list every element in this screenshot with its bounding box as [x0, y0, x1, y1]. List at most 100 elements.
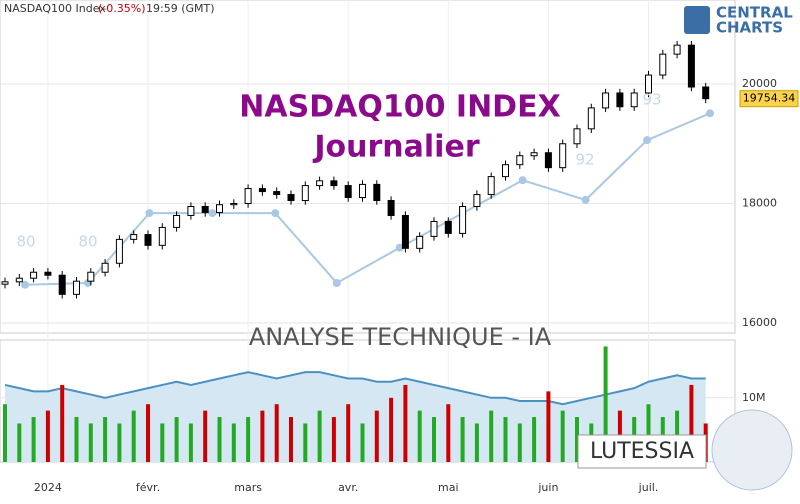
- candle-body: [301, 185, 309, 202]
- candle-body: [502, 164, 509, 178]
- volume-bar: [174, 417, 179, 462]
- avatar: [711, 409, 793, 491]
- candle-body: [344, 185, 352, 199]
- candle-body: [144, 234, 152, 246]
- volume-bar: [146, 404, 150, 462]
- brand-box: [577, 434, 707, 469]
- candle-body: [201, 206, 209, 213]
- volume-bar: [31, 417, 36, 462]
- candle-body: [230, 203, 238, 206]
- candle-body: [1, 281, 9, 285]
- candle-body: [101, 262, 109, 273]
- candle-body: [44, 271, 52, 276]
- annotation: 80: [16, 233, 35, 251]
- x-tick-label: 2024: [34, 481, 62, 494]
- candle-body: [645, 74, 652, 94]
- volume-bar: [45, 410, 50, 462]
- y-tick-label: 16000: [742, 316, 777, 329]
- volume-bar: [103, 417, 108, 462]
- volume-bar: [503, 417, 508, 462]
- volume-bar: [303, 423, 308, 462]
- volume-bar: [646, 404, 651, 462]
- candle-body: [516, 155, 524, 166]
- candle-body: [559, 143, 567, 169]
- candle-body: [473, 194, 481, 208]
- candle-body: [373, 183, 381, 202]
- volume-bar: [403, 384, 408, 462]
- candle-body: [316, 180, 324, 187]
- indicator-point: [705, 109, 714, 118]
- candle-body: [673, 44, 681, 55]
- candle-body: [158, 226, 166, 246]
- volume-ma-area: [5, 372, 706, 462]
- x-tick-label: juil.: [638, 481, 659, 494]
- volume-bar: [331, 417, 336, 462]
- candle-body: [258, 188, 266, 193]
- candle-body: [616, 92, 624, 108]
- volume-bar: [560, 410, 565, 462]
- indicator-point: [21, 280, 30, 289]
- candle-body: [602, 92, 610, 109]
- candle-body: [58, 274, 66, 295]
- price-panel: [0, 0, 736, 334]
- volume-bar: [517, 423, 522, 462]
- volume-bar: [60, 384, 65, 462]
- indicator-point: [208, 209, 217, 218]
- volume-bar: [3, 404, 7, 462]
- indicator-point: [395, 243, 404, 252]
- volume-bar: [532, 417, 537, 462]
- volume-bar: [374, 410, 379, 462]
- candle-body: [702, 86, 710, 100]
- candle-body: [573, 128, 581, 145]
- last-price-box: [739, 90, 799, 108]
- volume-bar: [203, 410, 208, 462]
- watermark: ANALYSE TECHNIQUE - IA: [249, 323, 552, 351]
- candle-body: [73, 280, 80, 295]
- candle-body: [287, 194, 295, 202]
- indicator-point: [271, 209, 280, 218]
- candle-body: [30, 271, 38, 279]
- candle-body: [330, 180, 338, 187]
- header-change: (-0.35%): [98, 2, 146, 15]
- candle-body: [659, 53, 667, 76]
- candle-body: [187, 206, 195, 216]
- volume-bar: [575, 417, 579, 462]
- logo-text: CENTRAL: [716, 4, 793, 22]
- annotation: 92: [575, 151, 594, 169]
- candle-body: [530, 152, 538, 157]
- volume-bar: [188, 423, 193, 462]
- candle-body: [630, 92, 638, 108]
- volume-bar: [217, 417, 222, 462]
- indicator-point: [581, 195, 590, 204]
- annotation: 93: [642, 91, 661, 109]
- brand: LUTESSIA: [590, 439, 694, 464]
- y-tick-label: 18000: [742, 197, 777, 210]
- volume-bar: [489, 410, 494, 462]
- candle-body: [216, 204, 223, 213]
- x-tick-label: févr.: [136, 481, 160, 494]
- volume-bar: [274, 404, 279, 462]
- indicator-point: [332, 278, 341, 287]
- volume-bar: [417, 410, 422, 462]
- x-tick-label: mars: [234, 481, 262, 494]
- candle-body: [359, 183, 366, 199]
- candle-body: [387, 200, 395, 216]
- volume-bar: [117, 423, 122, 462]
- y-tick-label: 10M: [742, 391, 766, 404]
- volume-bar: [689, 384, 694, 462]
- volume-bar: [160, 423, 165, 462]
- volume-bar: [360, 423, 365, 462]
- candle-body: [130, 234, 138, 240]
- header-time: 19:59 (GMT): [146, 2, 215, 15]
- logo-icon: [684, 6, 710, 34]
- candle-body: [115, 238, 123, 264]
- chart-title: NASDAQ100 INDEX: [239, 90, 560, 125]
- candle-body: [173, 214, 181, 228]
- volume-bar: [231, 423, 236, 462]
- volume-bar: [346, 404, 351, 462]
- candle-body: [87, 271, 95, 282]
- x-tick-label: avr.: [338, 481, 358, 494]
- logo-text: CHARTS: [716, 19, 783, 37]
- indicator-point: [643, 136, 652, 145]
